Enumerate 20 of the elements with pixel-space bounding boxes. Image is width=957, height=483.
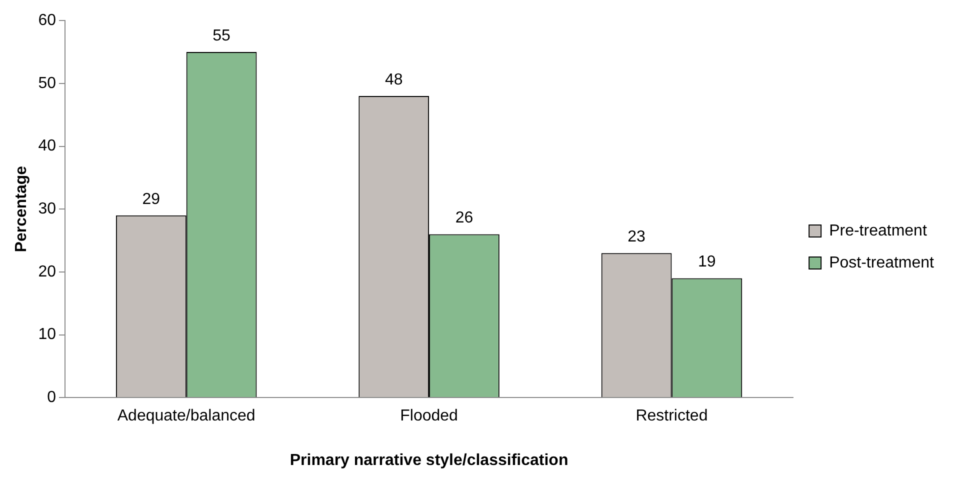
- y-axis-title: Percentage: [13, 166, 30, 252]
- x-tick-label: Flooded: [400, 408, 458, 425]
- y-tick-label: 50: [38, 74, 56, 92]
- legend-label: Post-treatment: [829, 254, 935, 272]
- legend-label: Pre-treatment: [829, 222, 928, 240]
- y-tick-label: 40: [38, 138, 56, 155]
- y-tick-label: 20: [38, 263, 56, 280]
- x-axis-title: Primary narrative style/classification: [290, 452, 568, 469]
- y-tick-label: 60: [38, 12, 56, 30]
- data-label: 26: [455, 210, 474, 227]
- data-label: 55: [212, 27, 231, 44]
- y-tick-label: 30: [38, 200, 56, 218]
- data-label: 19: [698, 254, 716, 271]
- data-label: 29: [142, 190, 160, 208]
- x-tick-label: Adequate/balanced: [117, 408, 256, 425]
- y-tick-label: 10: [38, 326, 56, 344]
- x-tick-label: Restricted: [636, 408, 708, 425]
- data-label: 48: [384, 71, 403, 88]
- y-tick-label: 0: [47, 389, 56, 406]
- data-label: 23: [628, 228, 646, 246]
